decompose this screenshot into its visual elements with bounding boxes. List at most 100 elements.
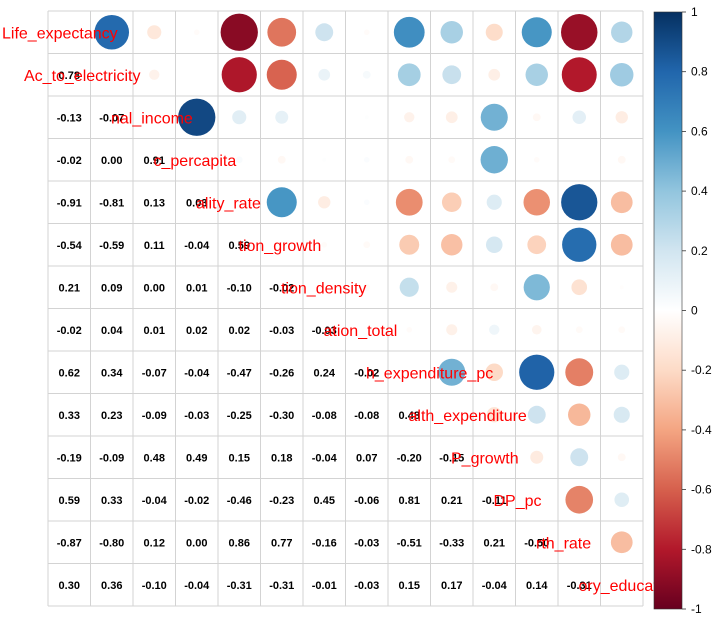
correlation-value-label: -0.47 xyxy=(227,367,252,379)
correlation-value-label: -0.46 xyxy=(227,495,252,507)
diagonal-variable-label: ality_rate xyxy=(196,195,261,212)
correlation-value-label: -0.25 xyxy=(227,410,252,422)
correlation-circle xyxy=(235,156,243,164)
correlation-value-label: -0.50 xyxy=(524,537,549,549)
correlation-circle xyxy=(363,156,370,163)
correlation-circle xyxy=(266,187,297,218)
diagonal-variable-label: DP_pc xyxy=(494,493,542,510)
colorbar-tick-label: 1 xyxy=(691,5,698,19)
correlation-circle xyxy=(613,406,630,423)
correlation-circle xyxy=(442,65,462,85)
correlation-circle xyxy=(441,234,463,256)
correlation-value-label: -0.80 xyxy=(99,537,124,549)
correlation-circle xyxy=(561,57,597,93)
correlation-value-label: 0.21 xyxy=(59,282,80,294)
correlation-value-label: 0.86 xyxy=(229,537,250,549)
correlation-value-label: -0.16 xyxy=(312,537,337,549)
correlation-value-label: -0.03 xyxy=(184,410,209,422)
colorbar-tick-label: -1 xyxy=(691,602,702,616)
colorbar-tick-label: 0.8 xyxy=(691,65,708,79)
correlation-value-label: -0.02 xyxy=(269,282,294,294)
correlation-circle xyxy=(275,110,289,124)
correlation-value-label: -0.13 xyxy=(57,112,82,124)
correlation-circle xyxy=(318,68,331,81)
correlation-value-label: 0.21 xyxy=(441,495,462,507)
correlation-circle xyxy=(404,112,415,123)
correlation-circle xyxy=(571,279,588,296)
correlation-circle xyxy=(617,155,626,164)
correlation-value-label: 0.45 xyxy=(314,495,335,507)
matrix-marks: 0.78 -0.13 -0.07 -0.02 0.00 0.91 -0.91 -0.81 0.1… xyxy=(2,13,679,595)
correlation-circle xyxy=(446,281,458,293)
correlation-circle xyxy=(530,450,544,464)
correlation-value-label: -0.02 xyxy=(57,325,82,337)
diagonal-variable-label: rth_rate xyxy=(536,535,591,552)
correlation-value-label: 0.07 xyxy=(356,452,377,464)
correlation-value-label: 0.11 xyxy=(144,240,165,252)
correlation-value-label: 0.59 xyxy=(229,240,250,252)
correlation-circle xyxy=(322,157,327,162)
diagonal-variable-label: tion_density xyxy=(281,280,366,297)
correlation-value-label: -0.31 xyxy=(227,580,252,592)
correlation-circle xyxy=(527,405,546,424)
correlation-value-label: 0.01 xyxy=(186,282,207,294)
colorbar-tick-label: -0.4 xyxy=(691,423,712,437)
correlation-circle xyxy=(267,17,297,47)
correlation-circle xyxy=(440,21,463,44)
correlation-circle xyxy=(266,59,297,90)
correlation-value-label: -0.81 xyxy=(99,197,124,209)
correlation-value-label: -0.87 xyxy=(57,537,82,549)
correlation-value-label: 0.18 xyxy=(271,452,292,464)
correlation-circle xyxy=(568,403,591,426)
correlation-circle xyxy=(364,115,369,120)
correlation-value-label: 0.13 xyxy=(144,197,165,209)
correlation-value-label: 0.15 xyxy=(399,580,420,592)
correlation-circle xyxy=(618,326,626,334)
correlation-value-label: 0.03 xyxy=(186,197,207,209)
correlation-value-label: 0.91 xyxy=(144,155,165,167)
correlation-circle xyxy=(393,16,425,48)
correlation-value-label: -0.04 xyxy=(142,495,168,507)
colorbar-tick-label: 0 xyxy=(691,304,698,318)
correlation-value-label: 0.00 xyxy=(186,537,207,549)
correlation-value-label: -0.09 xyxy=(99,452,124,464)
correlation-circle xyxy=(610,531,633,554)
correlation-circle xyxy=(485,236,503,254)
correlation-value-label: -0.20 xyxy=(397,452,422,464)
correlation-circle xyxy=(610,63,634,87)
correlation-value-label: -0.07 xyxy=(142,367,167,379)
correlation-value-label: 0.36 xyxy=(101,580,122,592)
correlation-value-label: -0.02 xyxy=(57,155,82,167)
correlation-circle xyxy=(615,111,628,124)
correlation-circle xyxy=(490,283,499,292)
correlation-value-label: 0.62 xyxy=(59,367,80,379)
correlation-value-label: 0.48 xyxy=(144,452,165,464)
correlation-value-label: -0.11 xyxy=(482,495,506,507)
correlation-circle xyxy=(561,184,598,221)
correlation-value-label: -0.03 xyxy=(269,325,294,337)
diagonal-variable-label: c_percapita xyxy=(154,153,237,170)
correlation-value-label: -0.03 xyxy=(312,325,337,337)
colorbar-tick-label: 0.6 xyxy=(691,124,708,138)
correlation-circle xyxy=(193,29,200,36)
correlation-circle xyxy=(441,192,462,213)
colorbar-tick-label: 0.2 xyxy=(691,244,708,258)
colorbar-tick-label: -0.6 xyxy=(691,483,712,497)
correlation-circle xyxy=(610,233,633,256)
correlation-value-label: 0.02 xyxy=(186,325,207,337)
correlation-value-label: -0.26 xyxy=(269,367,294,379)
correlation-circle xyxy=(611,21,633,43)
colorbar: 1 0.8 0.6 0.4 0.2 0 -0.2 -0.4 -0.6 -0.8 -1 xyxy=(653,5,712,616)
diagonal-variable-label: nal_income xyxy=(111,110,193,127)
correlation-circle xyxy=(570,448,589,467)
correlation-value-label: -0.04 xyxy=(482,580,508,592)
correlation-circle xyxy=(94,14,130,50)
correlation-value-label: -0.31 xyxy=(269,580,294,592)
correlation-value-label: -0.03 xyxy=(354,580,379,592)
correlation-value-label: 0.14 xyxy=(526,580,548,592)
correlation-value-label: 0.17 xyxy=(441,580,462,592)
correlation-circle xyxy=(519,354,555,390)
correlation-circle xyxy=(399,234,420,255)
correlation-circle xyxy=(220,13,258,51)
correlation-circle xyxy=(488,68,501,81)
